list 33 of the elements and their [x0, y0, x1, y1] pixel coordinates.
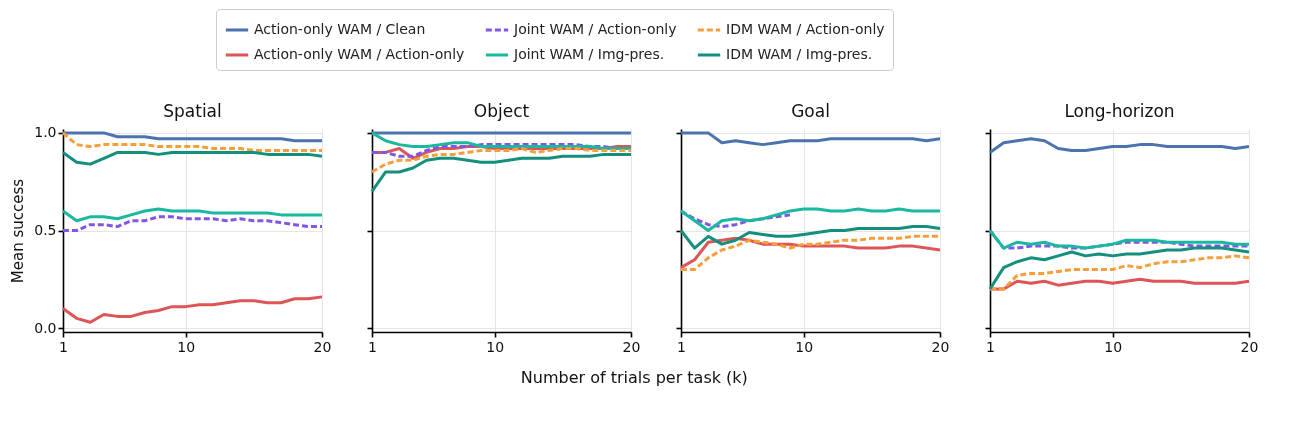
legend-label: Action-only WAM / Clean: [254, 21, 426, 37]
x-tick-label: 1: [986, 338, 995, 355]
line-series: [61, 131, 324, 143]
y-tick-label: 0.5: [34, 222, 57, 238]
legend-label: Joint WAM / Action-only: [513, 21, 677, 37]
y-tick-label: 1.0: [34, 124, 57, 141]
x-tick-label: 10: [1104, 338, 1123, 355]
line-series: [61, 295, 324, 324]
x-tick-label: 20: [1240, 338, 1259, 355]
line-series: [61, 215, 324, 232]
legend-label: IDM WAM / Img-pres.: [726, 46, 873, 62]
line-series: [61, 207, 324, 223]
x-tick-label: 10: [177, 338, 196, 355]
y-axis-title: Mean success: [9, 178, 28, 284]
x-axis-title: Number of trials per task (k): [520, 368, 748, 387]
x-tick-label: 1: [677, 338, 686, 355]
legend-label: Action-only WAM / Action-only: [254, 46, 465, 62]
legend-label: IDM WAM / Action-only: [726, 21, 885, 37]
line-series: [61, 150, 324, 166]
x-tick-label: 1: [59, 338, 68, 355]
chart-title: Spatial: [163, 100, 222, 121]
x-tick-label: 1: [368, 338, 377, 355]
y-tick-label: 0.0: [34, 319, 57, 336]
line-series: [61, 131, 324, 152]
x-tick-label: 20: [931, 338, 950, 355]
chart-title: Object: [473, 101, 530, 121]
legend-label: Joint WAM / Img-pres.: [513, 46, 665, 62]
x-tick-label: 10: [486, 338, 505, 355]
x-tick-label: 20: [313, 338, 332, 355]
chart-title: Goal: [791, 101, 830, 121]
x-tick-label: 10: [795, 338, 814, 355]
x-tick-label: 20: [622, 338, 641, 355]
chart-title: Long-horizon: [1064, 101, 1175, 121]
